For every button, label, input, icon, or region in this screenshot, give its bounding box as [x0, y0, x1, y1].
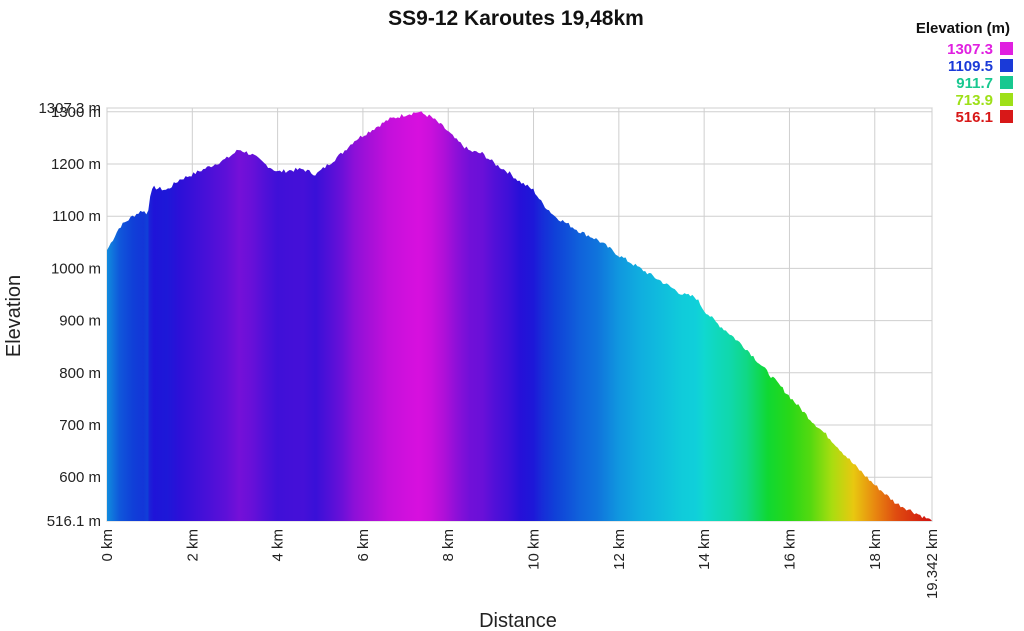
legend: Elevation (m) 1307.31109.5911.7713.9516.…: [916, 20, 1013, 126]
x-axis-title: Distance: [479, 610, 557, 631]
legend-swatch: [1000, 42, 1013, 55]
x-tick-label: 18 km: [867, 529, 884, 570]
legend-label: 1307.3: [947, 41, 993, 58]
legend-label: 713.9: [955, 92, 993, 109]
y-tick-label: 1100 m: [52, 208, 101, 225]
legend-swatch: [1000, 110, 1013, 123]
x-axis-ticks: 0 km 2 km 4 km 6 km 8 km 10 km 12 km 14 km 16 km…: [99, 529, 941, 599]
y-axis-title: Elevation: [3, 275, 25, 357]
x-tick-label: 10 km: [526, 529, 543, 570]
y-tick-label: 1200 m: [51, 156, 101, 173]
legend-title: Elevation (m): [916, 20, 1010, 37]
y-axis-ticks: 516.1 m 600 m 700 m 800 m 900 m 1000 m 1100 m 1…: [38, 100, 101, 530]
y-tick-label: 516.1 m: [47, 513, 101, 530]
x-tick-label: 14 km: [696, 529, 713, 570]
x-tick-label: 6 km: [355, 529, 372, 562]
y-tick-label: 600 m: [59, 469, 101, 486]
x-tick-label: 0 km: [99, 529, 116, 562]
y-tick-label: 800 m: [59, 365, 101, 382]
y-tick-label: 1300 m: [51, 104, 101, 121]
legend-swatch: [1000, 76, 1013, 89]
legend-swatch: [1000, 93, 1013, 106]
legend-label: 516.1: [955, 109, 993, 126]
legend-swatch: [1000, 59, 1013, 72]
y-tick-label: 1000 m: [51, 260, 101, 277]
x-tick-label: 19.342 km: [924, 529, 941, 599]
x-tick-label: 8 km: [440, 529, 457, 562]
y-tick-label: 700 m: [59, 417, 101, 434]
x-tick-label: 4 km: [270, 529, 287, 562]
elevation-area: [107, 111, 932, 522]
x-tick-label: 12 km: [611, 529, 628, 570]
y-tick-label: 1307.3 m: [38, 100, 101, 117]
y-tick-label: 900 m: [59, 313, 101, 330]
legend-label: 911.7: [956, 75, 993, 92]
chart-title: SS9-12 Karoutes 19,48km: [388, 7, 644, 30]
legend-label: 1109.5: [948, 58, 993, 75]
x-tick-label: 16 km: [781, 529, 798, 570]
x-tick-label: 2 km: [184, 529, 201, 562]
